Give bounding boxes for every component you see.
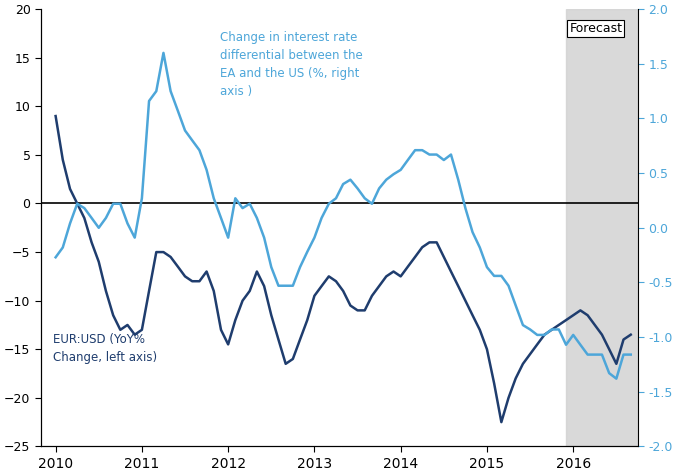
Text: EUR:USD (YoY%
Change, left axis): EUR:USD (YoY% Change, left axis) — [53, 332, 157, 364]
Text: Change in interest rate
differential between the
EA and the US (%, right
axis ): Change in interest rate differential bet… — [220, 31, 363, 98]
Bar — [567, 9, 638, 446]
Text: Forecast: Forecast — [569, 22, 622, 35]
